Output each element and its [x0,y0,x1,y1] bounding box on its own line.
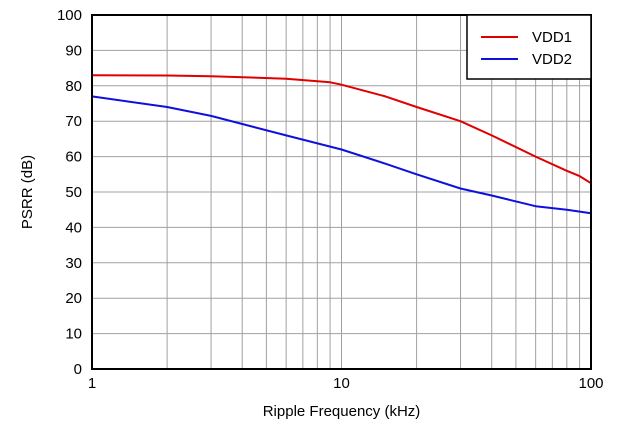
y-tick-label: 100 [57,7,82,24]
legend-box [466,14,592,80]
legend: VDD1 VDD2 [466,14,592,80]
y-tick-label: 0 [74,361,82,378]
series-line-vdd1 [91,74,592,185]
y-tick-label: 80 [65,78,82,95]
y-tick-label: 60 [65,149,82,166]
plot-frame [91,14,592,370]
x-tick-label: 100 [578,375,603,392]
y-tick-label: 20 [65,290,82,307]
series-line-vdd2 [91,95,592,215]
y-tick-label: 30 [65,255,82,272]
legend-label-vdd1: VDD1 [532,29,572,46]
y-tick-label: 70 [65,113,82,130]
x-axis-title: Ripple Frequency (kHz) [263,403,421,420]
grid-lines [92,15,591,369]
series-lines [91,74,592,215]
x-tick-label: 10 [333,375,350,392]
legend-label-vdd2: VDD2 [532,51,572,68]
y-tick-label: 50 [65,184,82,201]
y-tick-label: 40 [65,219,82,236]
y-axis-title: PSRR (dB) [19,155,36,229]
x-tick-label: 1 [88,375,96,392]
y-tick-label: 10 [65,326,82,343]
y-tick-label: 90 [65,42,82,59]
